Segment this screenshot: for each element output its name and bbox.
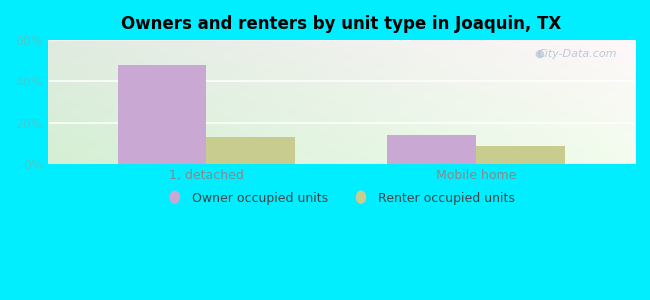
Bar <box>387 135 476 164</box>
Bar <box>207 137 295 164</box>
Title: Owners and renters by unit type in Joaquin, TX: Owners and renters by unit type in Joaqu… <box>122 15 562 33</box>
Text: ●: ● <box>534 49 544 59</box>
Bar <box>118 65 207 164</box>
Legend: Owner occupied units, Renter occupied units: Owner occupied units, Renter occupied un… <box>162 187 521 210</box>
Text: City-Data.com: City-Data.com <box>538 49 617 59</box>
Bar <box>476 146 565 164</box>
